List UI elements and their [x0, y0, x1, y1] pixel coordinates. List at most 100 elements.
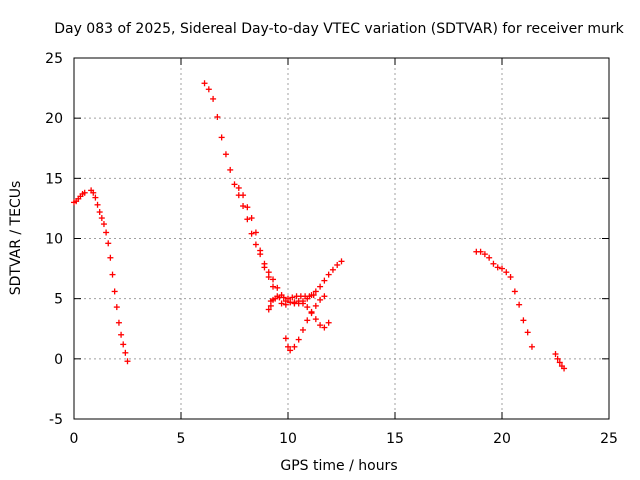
- x-tick-label: 15: [386, 431, 404, 447]
- grid: [74, 58, 609, 419]
- data-point: [252, 241, 259, 248]
- data-point: [282, 335, 289, 342]
- data-point: [556, 359, 563, 366]
- data-point: [325, 319, 332, 326]
- data-point: [287, 347, 294, 354]
- data-point: [120, 341, 127, 348]
- data-point: [103, 229, 110, 236]
- data-point: [289, 294, 296, 301]
- chart-title: Day 083 of 2025, Sidereal Day-to-day VTE…: [54, 21, 624, 37]
- data-point: [554, 355, 561, 362]
- y-tick-label: 10: [45, 232, 63, 248]
- data-point: [477, 248, 484, 255]
- data-point: [285, 343, 291, 350]
- data-point: [124, 358, 131, 365]
- data-point: [516, 301, 523, 308]
- data-point: [94, 201, 101, 208]
- data-point: [321, 293, 328, 300]
- data-point: [248, 215, 255, 222]
- data-point: [310, 292, 317, 299]
- data-point: [115, 319, 122, 326]
- data-series-sdtvar: [71, 80, 568, 372]
- data-point: [105, 240, 112, 247]
- data-point: [222, 151, 229, 158]
- data-point: [494, 264, 501, 271]
- data-point: [317, 322, 324, 329]
- y-tick-label: 25: [45, 51, 63, 67]
- data-point: [306, 293, 313, 300]
- data-point: [321, 324, 328, 331]
- data-point: [278, 300, 285, 307]
- data-point: [205, 86, 212, 93]
- data-point: [248, 230, 255, 237]
- data-point: [214, 113, 221, 120]
- data-point: [261, 264, 268, 271]
- data-point: [257, 247, 264, 254]
- data-point: [111, 288, 118, 295]
- data-point: [481, 251, 488, 258]
- data-point: [507, 274, 514, 281]
- data-point: [552, 351, 559, 358]
- data-point: [107, 254, 114, 261]
- data-point: [267, 302, 274, 309]
- data-point: [528, 343, 535, 350]
- data-point: [235, 184, 242, 191]
- data-point: [100, 221, 107, 228]
- data-point: [312, 288, 319, 295]
- data-point: [227, 166, 234, 173]
- x-tick-label: 25: [600, 431, 618, 447]
- data-point: [291, 299, 298, 306]
- data-point: [265, 306, 272, 313]
- data-point: [282, 301, 289, 308]
- data-point: [511, 288, 518, 295]
- data-point: [240, 203, 247, 210]
- data-point: [329, 266, 336, 273]
- data-point: [280, 294, 287, 301]
- data-point: [524, 329, 531, 336]
- data-point: [118, 331, 125, 338]
- data-point: [317, 296, 324, 303]
- data-point: [218, 134, 225, 141]
- y-axis-label: SDTVAR / TECUs: [8, 181, 24, 296]
- data-point: [299, 298, 306, 305]
- data-point: [98, 215, 105, 222]
- data-point: [312, 302, 319, 309]
- data-point: [113, 304, 120, 311]
- data-point: [274, 284, 281, 291]
- x-tick-label: 10: [279, 431, 297, 447]
- axis-ticks: [73, 57, 610, 420]
- y-tick-label: -5: [49, 412, 63, 428]
- y-tick-label: 0: [54, 352, 63, 368]
- x-tick-label: 5: [177, 431, 186, 447]
- data-point: [244, 204, 251, 211]
- data-point: [201, 80, 208, 87]
- data-point: [231, 181, 238, 188]
- data-point: [304, 304, 311, 311]
- x-tick-label: 0: [70, 431, 79, 447]
- y-tick-label: 15: [45, 171, 63, 187]
- data-point: [317, 283, 324, 290]
- data-point: [312, 316, 319, 323]
- data-point: [503, 269, 510, 276]
- data-point: [122, 349, 129, 356]
- data-point: [210, 95, 217, 102]
- data-point: [265, 274, 272, 281]
- data-point: [490, 260, 497, 267]
- data-point: [81, 189, 88, 196]
- data-point: [291, 343, 298, 350]
- data-point: [486, 254, 493, 261]
- data-point: [334, 261, 341, 268]
- data-point: [321, 277, 328, 284]
- axis-tick-labels: 0 5 10 15 20 25 -5 0 5 10 15 20 25: [45, 51, 618, 447]
- y-tick-label: 20: [45, 111, 63, 127]
- data-point: [270, 276, 277, 283]
- data-point: [295, 336, 302, 343]
- data-point: [325, 271, 332, 278]
- data-point: [90, 189, 97, 196]
- data-point: [338, 258, 345, 265]
- data-point: [240, 192, 247, 199]
- data-point: [561, 365, 568, 372]
- data-point: [270, 283, 277, 290]
- data-point: [304, 317, 311, 324]
